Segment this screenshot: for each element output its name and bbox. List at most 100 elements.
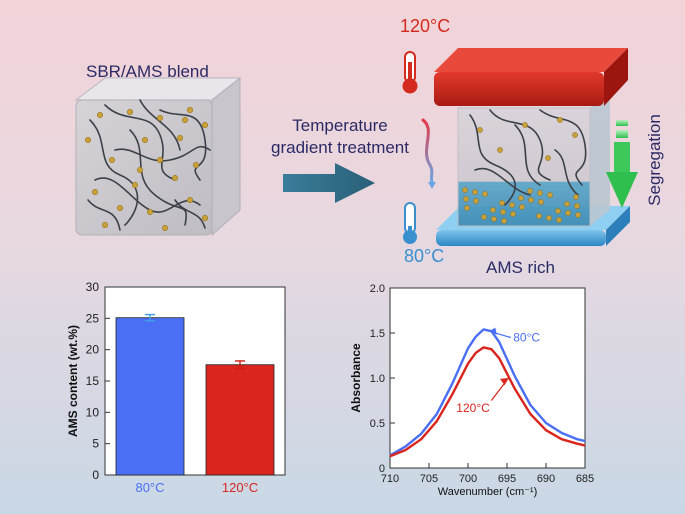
particle xyxy=(519,204,525,210)
particle xyxy=(518,195,524,201)
hot-thermometer-icon xyxy=(402,51,418,94)
particle xyxy=(557,117,563,123)
treatment-label-line1: Temperature xyxy=(292,116,388,135)
series-label-arrowhead xyxy=(489,327,497,335)
bar-category-label: 80°C xyxy=(135,480,164,495)
particle xyxy=(126,108,134,116)
particle xyxy=(536,213,542,219)
line-ytick-label: 0 xyxy=(379,463,385,475)
particle xyxy=(538,199,544,205)
particle xyxy=(146,208,154,216)
line-ytick-label: 2.0 xyxy=(370,283,385,295)
particle xyxy=(472,189,478,195)
particle xyxy=(555,208,561,214)
particle xyxy=(499,200,505,206)
particle xyxy=(501,218,507,224)
line-xtick-label: 705 xyxy=(420,473,438,485)
ams-rich-label: AMS rich xyxy=(486,258,555,277)
schematic xyxy=(74,48,638,246)
particle xyxy=(201,214,209,222)
series-label: 80°C xyxy=(513,331,540,345)
series-line xyxy=(389,346,586,458)
particle xyxy=(201,121,209,129)
bar-ytick-label: 30 xyxy=(86,280,100,294)
process-arrow xyxy=(283,163,375,203)
particle xyxy=(573,194,579,200)
particle xyxy=(574,203,580,209)
particle xyxy=(116,204,124,212)
particle xyxy=(491,216,497,222)
cold-temp-label: 80°C xyxy=(404,246,445,266)
particle xyxy=(108,156,116,164)
particle xyxy=(510,211,516,217)
line-ylabel: Absorbance xyxy=(349,343,363,413)
particle xyxy=(547,192,553,198)
particle xyxy=(176,134,184,142)
cold-thermometer-icon xyxy=(403,202,417,244)
particle xyxy=(84,136,92,144)
line-xlabel: Wavenumber (cm⁻¹) xyxy=(438,486,538,498)
particle xyxy=(572,132,578,138)
particle xyxy=(482,191,488,197)
particle xyxy=(136,166,144,174)
particle xyxy=(537,190,543,196)
particle xyxy=(564,201,570,207)
particle xyxy=(527,188,533,194)
particle xyxy=(546,215,552,221)
line-ytick-label: 0.5 xyxy=(370,418,385,430)
line-xtick-label: 695 xyxy=(498,473,516,485)
line-xtick-label: 690 xyxy=(537,473,555,485)
bar-ytick-label: 0 xyxy=(92,468,99,482)
particle xyxy=(186,106,194,114)
particle xyxy=(171,174,179,182)
bar-ytick-label: 15 xyxy=(86,374,100,388)
bar-category-label: 120°C xyxy=(222,480,258,495)
particle xyxy=(141,136,149,144)
series-line xyxy=(389,328,586,457)
particle xyxy=(186,196,194,204)
particle xyxy=(156,156,164,164)
particle xyxy=(528,197,534,203)
gradient-squiggle-icon xyxy=(421,118,434,184)
bar-ytick-label: 20 xyxy=(86,343,100,357)
particle xyxy=(565,210,571,216)
particle xyxy=(522,122,528,128)
particle xyxy=(481,214,487,220)
particle xyxy=(192,161,200,169)
hot-temp-label: 120°C xyxy=(400,16,451,36)
particle xyxy=(500,209,506,215)
particle xyxy=(509,202,515,208)
bar-ytick-label: 10 xyxy=(86,405,100,419)
particle xyxy=(131,181,139,189)
bar xyxy=(205,364,275,476)
line-xtick-label: 710 xyxy=(381,473,399,485)
particle xyxy=(545,155,551,161)
bar-ytick-label: 5 xyxy=(92,437,99,451)
particle xyxy=(477,127,483,133)
bar-ytick-label: 25 xyxy=(86,311,100,325)
bar-ylabel: AMS content (wt.%) xyxy=(66,325,80,437)
line-xtick-label: 685 xyxy=(576,473,594,485)
particle xyxy=(556,217,562,223)
blend-cube xyxy=(74,76,242,237)
segregation-arrow-icon xyxy=(606,120,638,208)
particle xyxy=(161,224,169,232)
particle xyxy=(490,207,496,213)
line-ytick-label: 1.0 xyxy=(370,373,385,385)
particle xyxy=(473,198,479,204)
particle xyxy=(181,116,189,124)
particle xyxy=(462,187,468,193)
particle xyxy=(91,188,99,196)
blend-label: SBR/AMS blend xyxy=(86,62,209,81)
hot-plate xyxy=(434,48,628,106)
particle xyxy=(464,205,470,211)
series-label: 120°C xyxy=(456,401,490,415)
treatment-label-line2: gradient treatment xyxy=(271,138,409,157)
particle xyxy=(463,196,469,202)
line-xtick-label: 700 xyxy=(459,473,477,485)
bar xyxy=(115,317,185,476)
particle xyxy=(156,114,164,122)
line-ytick-label: 1.5 xyxy=(370,328,385,340)
particle xyxy=(96,111,104,119)
